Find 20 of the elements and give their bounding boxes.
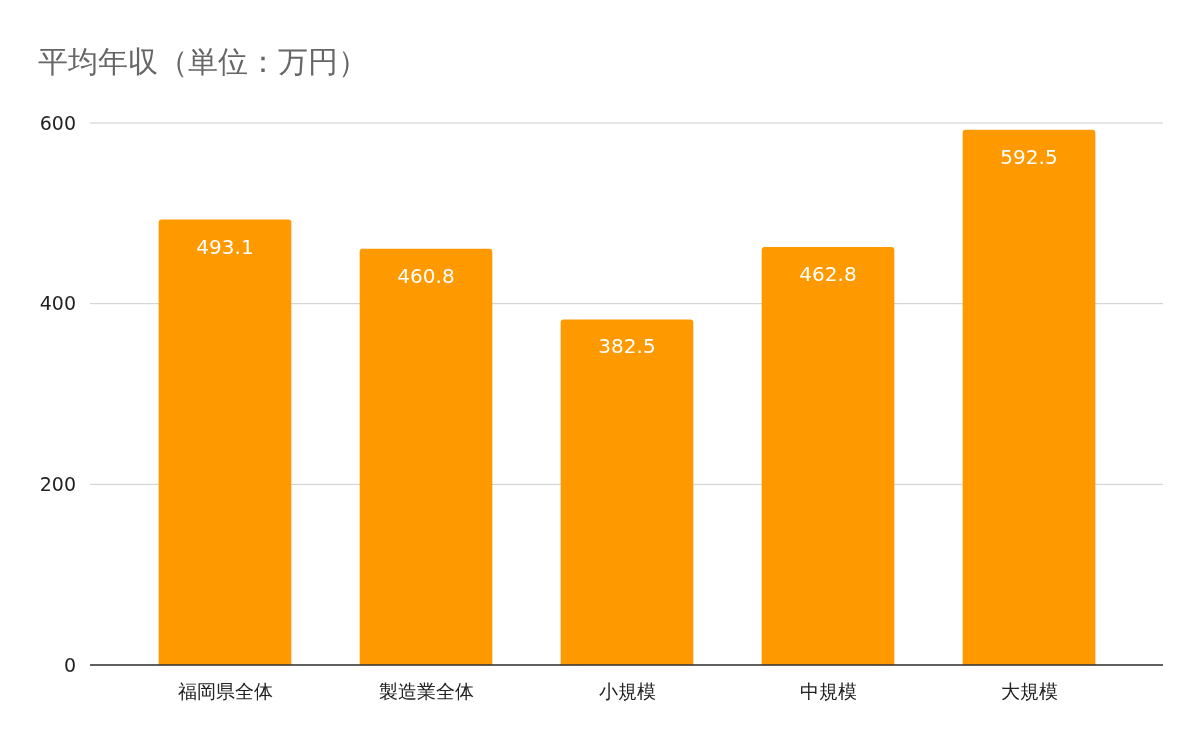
data-label: 460.8 xyxy=(397,263,455,288)
y-tick-label: 200 xyxy=(39,472,76,495)
bar xyxy=(761,246,895,665)
data-label: 493.1 xyxy=(196,234,254,259)
bar xyxy=(560,319,694,665)
x-tick-label: 大規模 xyxy=(1000,680,1058,702)
data-label: 462.8 xyxy=(799,261,857,286)
data-label: 382.5 xyxy=(598,334,656,359)
y-tick-label: 0 xyxy=(63,653,76,676)
bar xyxy=(158,219,292,665)
x-tick-label: 福岡県全体 xyxy=(177,680,273,702)
y-tick-label: 400 xyxy=(39,292,76,315)
x-tick-label: 製造業全体 xyxy=(378,680,474,702)
bar xyxy=(962,129,1096,665)
y-tick-label: 600 xyxy=(39,111,76,134)
x-tick-label: 中規模 xyxy=(799,680,857,702)
x-tick-label: 小規模 xyxy=(598,680,656,702)
data-label: 592.5 xyxy=(1000,144,1058,169)
chart-title: 平均年収（単位：万円） xyxy=(38,44,368,79)
bar xyxy=(359,248,493,665)
